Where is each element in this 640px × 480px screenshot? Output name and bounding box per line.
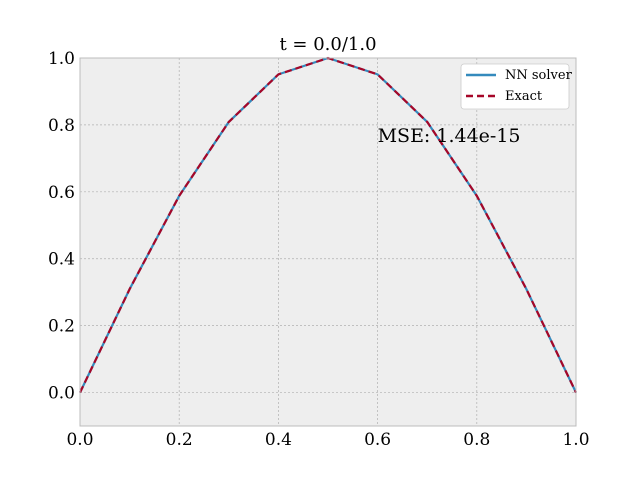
mse-annotation: MSE: 1.44e-15 [378, 125, 521, 147]
chart-title: t = 0.0/1.0 [279, 34, 376, 55]
plot-area [80, 58, 576, 426]
y-tick-label: 0.8 [48, 116, 75, 136]
y-tick-label: 0.0 [48, 384, 75, 404]
x-tick-label: 0.4 [265, 430, 292, 450]
y-tick-label: 0.2 [48, 317, 75, 337]
legend-label-nn-solver: NN solver [505, 68, 573, 83]
x-axis-ticks: 0.0 0.2 0.4 0.6 0.8 1.0 [66, 430, 589, 450]
legend: NN solver Exact [460, 63, 573, 110]
x-tick-label: 0.6 [364, 430, 391, 450]
y-tick-label: 1.0 [48, 49, 75, 69]
x-tick-label: 0.2 [166, 430, 193, 450]
y-tick-label: 0.6 [48, 183, 75, 203]
legend-label-exact: Exact [505, 89, 543, 104]
x-tick-label: 1.0 [562, 430, 589, 450]
x-tick-label: 0.8 [463, 430, 490, 450]
plot-frame [79, 57, 577, 427]
y-tick-label: 0.4 [48, 250, 75, 270]
y-axis-ticks: 0.0 0.2 0.4 0.6 0.8 1.0 [48, 49, 75, 404]
x-tick-label: 0.0 [66, 430, 93, 450]
